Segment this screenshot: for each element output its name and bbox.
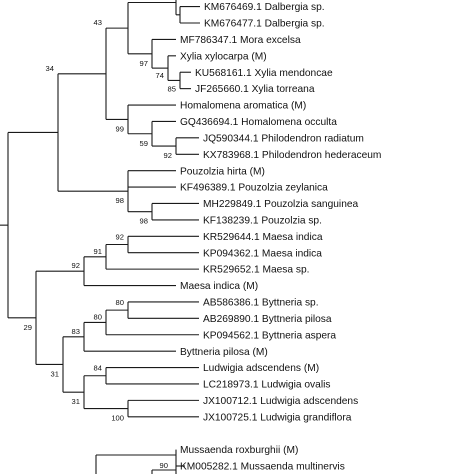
bootstrap-value: 83 bbox=[72, 327, 80, 336]
leaf-label: JX100712.1 Ludwigia adscendens bbox=[203, 396, 358, 407]
tree-branches bbox=[0, 0, 200, 474]
bootstrap-value: 92 bbox=[116, 232, 124, 241]
leaf-label: KM676477.1 Dalbergia sp. bbox=[204, 19, 325, 30]
bootstrap-value: 31 bbox=[51, 369, 59, 378]
bootstrap-value: 92 bbox=[72, 261, 80, 270]
bootstrap-value: 31 bbox=[72, 397, 80, 406]
bootstrap-value: 99 bbox=[116, 124, 124, 133]
leaf-label: Maesa indica (M) bbox=[180, 281, 258, 292]
leaf-label: GQ436694.1 Homalomena occulta bbox=[180, 117, 337, 128]
bootstrap-value: 74 bbox=[156, 71, 164, 80]
bootstrap-value: 80 bbox=[94, 312, 102, 321]
bootstrap-value: 58 bbox=[116, 0, 124, 1]
bootstrap-value: 59 bbox=[140, 139, 148, 148]
leaf-label: Xylia xylocarpa (M) bbox=[180, 51, 267, 62]
leaf-label: MH229849.1 Pouzolzia sanguinea bbox=[203, 199, 359, 210]
bootstrap-value: 97 bbox=[140, 59, 148, 68]
leaf-label: Homalomena aromatica (M) bbox=[180, 101, 306, 112]
bootstrap-value: 90 bbox=[160, 461, 168, 470]
bootstrap-value: 91 bbox=[94, 247, 102, 256]
leaf-label: KM676469.1 Dalbergia sp. bbox=[204, 2, 325, 13]
leaf-label: Pouzolzia hirta (M) bbox=[180, 166, 265, 177]
bootstrap-value: 43 bbox=[94, 18, 102, 27]
leaf-label: KP094562.1 Byttneria aspera bbox=[203, 330, 336, 341]
leaf-label: KF138239.1 Pouzolzia sp. bbox=[203, 215, 322, 226]
leaf-label: KM005282.1 Mussaenda multinervis bbox=[180, 462, 345, 473]
bootstrap-value: 92 bbox=[164, 151, 172, 160]
leaf-label: KX783968.1 Philodendron hederaceum bbox=[203, 150, 381, 161]
bootstrap-value: 34 bbox=[46, 64, 54, 73]
leaf-label: LC218973.1 Ludwigia ovalis bbox=[203, 380, 330, 391]
leaf-label: JX100725.1 Ludwigia grandiflora bbox=[203, 412, 352, 423]
leaf-label: AB269890.1 Byttneria pilosa bbox=[203, 314, 332, 325]
bootstrap-value: 98 bbox=[116, 196, 124, 205]
bootstrap-value: 84 bbox=[94, 364, 102, 373]
bootstrap-value: 80 bbox=[116, 298, 124, 307]
bootstrap-value: 29 bbox=[24, 323, 32, 332]
leaf-label: KU568161.1 Xylia mendoncae bbox=[195, 68, 333, 79]
bootstrap-value: 100 bbox=[111, 414, 124, 423]
leaf-label: JQ590344.1 Philodendron radiatum bbox=[203, 133, 364, 144]
leaf-label: Mussaenda roxburghii (M) bbox=[180, 445, 298, 456]
leaf-label: Byttneria pilosa (M) bbox=[180, 347, 268, 358]
leaf-label: KR529644.1 Maesa indica bbox=[203, 232, 323, 243]
leaf-label: KP094362.1 Maesa indica bbox=[203, 248, 322, 259]
bootstrap-value: 85 bbox=[168, 84, 176, 93]
leaf-label: KF496389.1 Pouzolzia zeylanica bbox=[180, 183, 328, 194]
leaf-label: Ludwigia adscendens (M) bbox=[203, 363, 319, 374]
leaf-label: MF786347.1 Mora excelsa bbox=[180, 35, 301, 46]
leaf-label: KR529652.1 Maesa sp. bbox=[203, 265, 309, 276]
tree-labels: KM676469.1 Dalbergia sp. KM676477.1 Dalbe… bbox=[24, 0, 382, 473]
leaf-label: JF265660.1 Xylia torreana bbox=[195, 84, 315, 95]
bootstrap-value: 98 bbox=[140, 217, 148, 226]
leaf-label: AB586386.1 Byttneria sp. bbox=[203, 298, 319, 309]
